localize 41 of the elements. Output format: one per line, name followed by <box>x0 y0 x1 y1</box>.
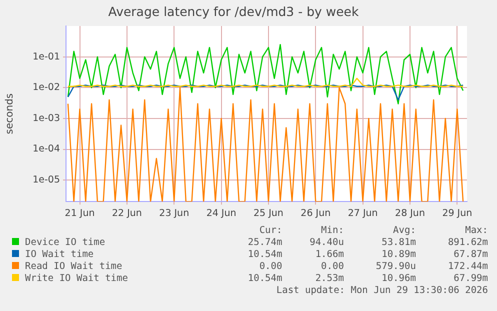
text: 94.40u <box>308 236 344 248</box>
y-tick-label: 1e-04 <box>32 144 60 155</box>
text: 10.54m <box>246 248 282 260</box>
text: 2.53m <box>314 272 344 284</box>
x-tick-label: 23 Jun <box>159 208 190 219</box>
x-tick-label: 28 Jun <box>395 208 425 219</box>
y-tick-label: 1e-05 <box>32 174 60 186</box>
text: 1.66m <box>314 248 344 260</box>
text: Max: <box>464 224 488 236</box>
text: 25.74m <box>246 236 282 248</box>
legend-label: Write IO Wait time <box>24 272 129 284</box>
text: 0.00 <box>258 260 282 272</box>
text: Last update: Mon Jun 29 13:30:06 2026 <box>275 285 488 296</box>
legend-label: IO Wait time <box>24 248 95 260</box>
text: Avg: <box>392 224 416 236</box>
text: 172.44m <box>446 260 488 272</box>
y-tick-label: 1e-01 <box>32 51 60 62</box>
text: 53.81m <box>380 236 416 248</box>
text: 0.00 <box>320 260 344 272</box>
text: 10.89m <box>380 248 416 260</box>
text: 891.62m <box>446 236 488 248</box>
y-axis-title: seconds <box>4 93 16 134</box>
x-tick-label: 22 Jun <box>112 208 142 219</box>
x-tick-label: 26 Jun <box>300 208 331 219</box>
y-tick-label: 1e-02 <box>32 82 60 94</box>
x-tick-label: 24 Jun <box>206 208 236 219</box>
text: Min: <box>320 224 344 236</box>
text: 579.90u <box>374 260 416 272</box>
x-tick-label: 21 Jun <box>64 208 95 219</box>
x-tick-label: 25 Jun <box>253 208 284 219</box>
text: 67.87m <box>452 248 488 260</box>
chart-title: Average latency for /dev/md3 - by week <box>108 4 360 19</box>
text: 10.54m <box>246 272 282 284</box>
y-tick-label: 1e-03 <box>32 112 60 124</box>
text: 67.99m <box>452 272 488 284</box>
text: 10.96m <box>380 272 416 284</box>
x-tick-label: 27 Jun <box>348 208 378 219</box>
x-tick-label: 29 Jun <box>442 208 472 219</box>
legend-label: Read IO Wait time <box>24 260 124 272</box>
legend-label: Device IO time <box>24 236 106 248</box>
text: Cur: <box>258 224 282 236</box>
